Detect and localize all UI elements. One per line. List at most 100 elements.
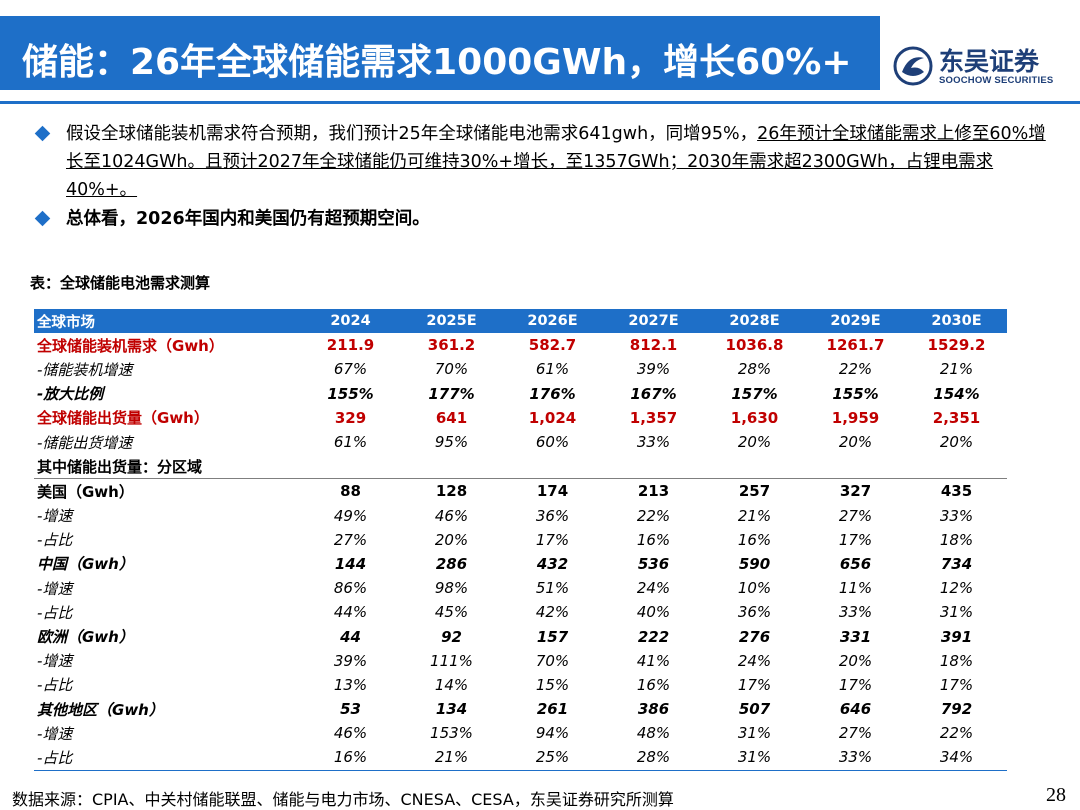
value-cell: 16% (636, 675, 671, 694)
table-row: -增速 86% 98% 51% 24% 10% 11% 12% (34, 576, 1007, 600)
value-cell: 39% (636, 360, 671, 379)
table-body: 全球储能装机需求（Gwh） 211.9 361.2 582.7 812.1 1036.8 1… (34, 333, 1007, 771)
value-cell: 61% (535, 360, 570, 379)
value-cell: 16% (737, 530, 772, 549)
row-label-cell: 中国（Gwh） (37, 555, 134, 574)
value-cell: 144 (334, 554, 367, 573)
value-cell: 1,959 (831, 408, 880, 427)
value-cell: 94% (535, 724, 570, 743)
value-cell: 1036.8 (725, 336, 784, 355)
row-label-cell: -增速 (37, 652, 73, 671)
table-row: -增速 46% 153% 94% 48% 31% 27% 22% (34, 721, 1007, 745)
value-cell: 734 (940, 554, 973, 573)
value-cell: 46% (333, 724, 368, 743)
value-cell: 44 (340, 627, 361, 646)
row-label-cell: -占比 (37, 531, 73, 550)
header-cell: 2024 (300, 309, 401, 334)
value-cell: 812.1 (629, 336, 678, 355)
row-label-cell: 欧洲（Gwh） (37, 628, 134, 647)
value-cell: 261 (536, 700, 569, 719)
value-cell: 70% (535, 651, 570, 670)
row-label-cell: -放大比例 (37, 385, 104, 404)
value-cell: 17% (838, 530, 873, 549)
row-label-cell: -占比 (37, 676, 73, 695)
value-cell: 98% (434, 579, 469, 598)
header-cell: 2028E (704, 309, 805, 334)
bullet-1-text: 假设全球储能装机需求符合预期，我们预计25年全球储能电池需求641gwh，同增9… (66, 124, 758, 144)
value-cell (401, 454, 502, 480)
value-cell: 27% (333, 530, 368, 549)
header-cell: 2027E (603, 309, 704, 334)
row-label-cell: -储能出货增速 (37, 433, 133, 452)
value-cell: 20% (737, 433, 772, 452)
diamond-bullet-icon (36, 212, 49, 225)
value-cell: 49% (333, 506, 368, 525)
table-header-row: 全球市场 2024 2025E 2026E 2027E 2028E 2029E … (34, 309, 1007, 334)
value-cell: 17% (737, 675, 772, 694)
value-cell: 17% (838, 675, 873, 694)
row-label-cell: -占比 (34, 745, 300, 771)
header-cell: 全球市场 (34, 309, 300, 334)
value-cell: 327 (839, 482, 872, 501)
value-cell: 1,630 (730, 408, 779, 427)
value-cell: 257 (738, 482, 771, 501)
value-cell: 17% (535, 530, 570, 549)
value-cell (603, 454, 704, 480)
logo-text-cn: 东吴证券 (939, 47, 1040, 76)
value-cell: 40% (636, 603, 671, 622)
header-cell: 2026E (502, 309, 603, 334)
value-cell: 361.2 (427, 336, 476, 355)
value-cell: 17% (939, 675, 974, 694)
value-cell: 22% (838, 360, 873, 379)
value-cell: 155% (327, 384, 374, 403)
value-cell: 155% (832, 384, 879, 403)
value-cell: 95% (434, 433, 469, 452)
header-divider (0, 101, 1080, 104)
value-cell: 329 (334, 408, 367, 427)
value-cell: 213 (637, 482, 670, 501)
value-cell: 656 (839, 554, 872, 573)
value-cell: 88 (340, 482, 361, 501)
value-cell: 641 (435, 408, 468, 427)
value-cell: 20% (939, 433, 974, 452)
value-cell: 153% (430, 724, 473, 743)
value-cell: 24% (737, 651, 772, 670)
value-cell: 48% (636, 724, 671, 743)
row-label-cell: -占比 (37, 603, 73, 622)
value-cell: 41% (636, 651, 671, 670)
page-title: 储能：26年全球储能需求1000GWh，增长60%+ (22, 42, 852, 83)
value-cell: 174 (536, 482, 569, 501)
value-cell: 386 (637, 700, 670, 719)
soochow-logo-icon (893, 46, 933, 86)
value-cell: 33% (805, 745, 906, 771)
table-row: -储能装机增速 67% 70% 61% 39% 28% 22% 21% (34, 357, 1007, 381)
row-label-cell: -增速 (37, 507, 73, 526)
header-cell: 2025E (401, 309, 502, 334)
table-row: -放大比例 155% 177% 176% 167% 157% 155% 154% (34, 382, 1007, 406)
value-cell: 391 (940, 627, 973, 646)
value-cell: 36% (535, 506, 570, 525)
value-cell: 27% (838, 506, 873, 525)
value-cell: 792 (940, 700, 973, 719)
value-cell: 435 (940, 482, 973, 501)
table-row: -增速 49% 46% 36% 22% 21% 27% 33% (34, 504, 1007, 528)
row-label-cell: -增速 (37, 724, 73, 743)
value-cell: 60% (535, 433, 570, 452)
value-cell: 18% (939, 530, 974, 549)
value-cell: 222 (637, 627, 670, 646)
value-cell: 22% (636, 506, 671, 525)
page-number: 28 (1046, 784, 1066, 806)
value-cell (704, 454, 805, 480)
value-cell: 31% (704, 745, 805, 771)
value-cell: 61% (333, 433, 368, 452)
value-cell: 92 (441, 627, 462, 646)
data-source-note: 数据来源：CPIA、中关村储能联盟、储能与电力市场、CNESA、CESA，东吴证… (12, 790, 674, 809)
logo-text-en: SOOCHOW SECURITIES (939, 75, 1054, 86)
table-row: -占比 13% 14% 15% 16% 17% 17% 17% (34, 673, 1007, 697)
value-cell: 1529.2 (927, 336, 986, 355)
value-cell: 31% (939, 603, 974, 622)
value-cell: 22% (939, 724, 974, 743)
table-row: 全球储能装机需求（Gwh） 211.9 361.2 582.7 812.1 1036.8 1… (34, 333, 1007, 357)
value-cell: 157% (731, 384, 778, 403)
row-label-cell: 其中储能出货量：分区域 (34, 454, 300, 480)
